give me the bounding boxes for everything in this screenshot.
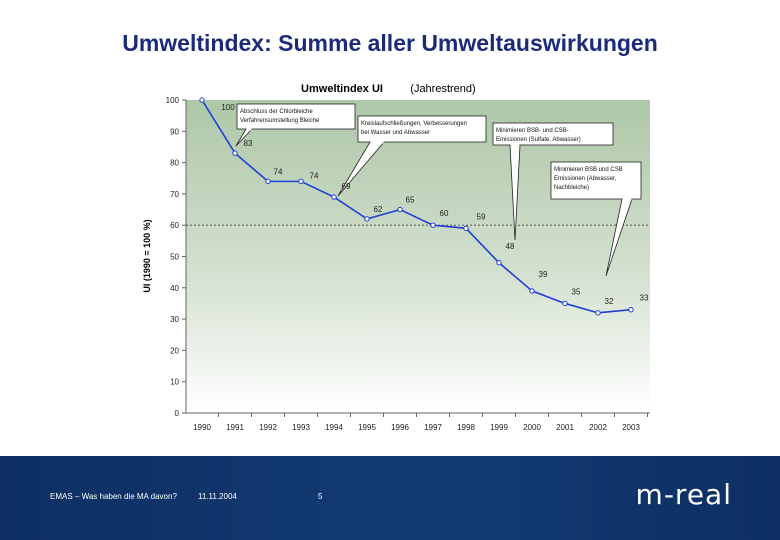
y-tick-label: 0 (175, 409, 180, 418)
x-tick-label: 1999 (490, 423, 508, 432)
data-point (364, 216, 370, 222)
slide-title: Umweltindex: Summe aller Umweltauswirkun… (122, 30, 658, 56)
data-point (199, 97, 205, 103)
data-label: 83 (244, 139, 253, 148)
data-label: 65 (406, 196, 415, 205)
y-tick-label: 30 (170, 315, 179, 324)
series-line (201, 99, 632, 314)
x-tick-label: 1992 (259, 423, 277, 432)
footer-bar: EMAS – Was haben die MA davon? 11.11.200… (0, 456, 780, 540)
data-label: 62 (374, 205, 383, 214)
y-tick-label: 10 (170, 378, 179, 387)
plot-area (186, 100, 650, 412)
y-tick-label: 70 (170, 190, 179, 199)
annotation-text: Emissionen (Abwasser, (554, 176, 617, 182)
data-label: 48 (506, 242, 515, 251)
y-tick-label: 20 (170, 346, 179, 355)
data-point (628, 307, 634, 313)
data-label: 35 (572, 287, 581, 296)
x-tick-label: 2001 (556, 423, 574, 432)
data-label: 39 (539, 270, 548, 279)
annotation-text: Abschluss der Chlorbleiche (240, 109, 313, 115)
x-tick-label: 1997 (424, 423, 442, 432)
annotation-text: Nachbleiche) (554, 185, 589, 191)
x-tick-label: 1995 (358, 423, 376, 432)
x-tick-label: 2003 (622, 423, 640, 432)
data-point (595, 310, 601, 316)
annotation-text: Verfahrensumstellung Bleiche (240, 118, 320, 124)
annotation-text: Kreislaufschließungen, Verbesserungen (361, 121, 467, 127)
annotation-joint (246, 127, 252, 131)
data-point (397, 206, 403, 213)
annotation-callout: Abschluss der Chlorbleiche Verfahrensumst… (235, 103, 356, 147)
data-label: 100 (221, 103, 235, 112)
footer-date: 11.11.2004 (198, 492, 237, 501)
data-point (232, 150, 238, 156)
chart-subtitle: (Jahrestrend) (410, 83, 475, 95)
annotation-joint (370, 140, 384, 144)
annotation-text: Minimieren BSB und CSB (554, 167, 623, 173)
annotation-box (236, 103, 356, 130)
data-label: 33 (640, 294, 649, 303)
chart-title: Umweltindex UI (301, 83, 383, 95)
data-point (562, 300, 568, 307)
data-point (331, 194, 337, 200)
data-label: 74 (310, 171, 319, 180)
annotation-text: bei Wasser und Abwasser (361, 130, 430, 136)
x-tick-label: 1990 (193, 423, 211, 432)
annotation-text: Emissionen (Sulfate, Abwasser) (496, 137, 581, 143)
y-tick-label: 50 (170, 253, 179, 262)
data-point (496, 260, 502, 266)
annotation-box (492, 122, 614, 146)
annotation-callout: Kreislaufschließungen, Verbesserungen bei… (337, 115, 487, 197)
y-tick-label: 60 (170, 221, 179, 230)
x-tick-label: 1996 (391, 423, 409, 432)
x-tick-label: 2000 (523, 423, 541, 432)
annotation-box (357, 115, 487, 143)
annotation-box (550, 161, 642, 200)
data-label: 60 (440, 209, 449, 218)
annotation-callout: Minimieren BSB- und CSB- Emissionen (Sulf… (492, 122, 614, 241)
data-point (463, 225, 469, 232)
data-label: 32 (605, 297, 614, 306)
data-point (529, 288, 535, 294)
y-axis-label: UI (1990 = 100 %) (142, 219, 152, 292)
data-label: 59 (477, 212, 486, 221)
footer-presentation-title: EMAS – Was haben die MA davon? (50, 492, 177, 501)
y-tick-label: 100 (166, 96, 180, 105)
x-tick-label: 1994 (325, 423, 343, 432)
data-point (265, 178, 271, 185)
x-tick-label: 1991 (226, 423, 244, 432)
company-logo: m-real (635, 478, 732, 511)
annotation-text: Minimieren BSB- und CSB- (496, 128, 569, 134)
x-tick-label: 1998 (457, 423, 475, 432)
y-tick-label: 90 (170, 127, 179, 136)
data-label: 69 (342, 182, 351, 191)
y-tick-label: 40 (170, 284, 179, 293)
x-tick-label: 2002 (589, 423, 607, 432)
x-tick-label: 1993 (292, 423, 310, 432)
data-point (430, 222, 436, 228)
data-point (298, 178, 304, 185)
y-tick-label: 80 (170, 159, 179, 168)
annotation-callout: Minimieren BSB und CSB Emissionen (Abwass… (550, 161, 642, 277)
line-chart: Umweltindex UI (Jahrestrend) UI (1990 = … (142, 83, 650, 432)
annotation-joint (510, 143, 520, 147)
annotation-joint (622, 197, 632, 201)
data-label: 74 (274, 167, 283, 176)
footer-page-number: 5 (318, 492, 323, 501)
